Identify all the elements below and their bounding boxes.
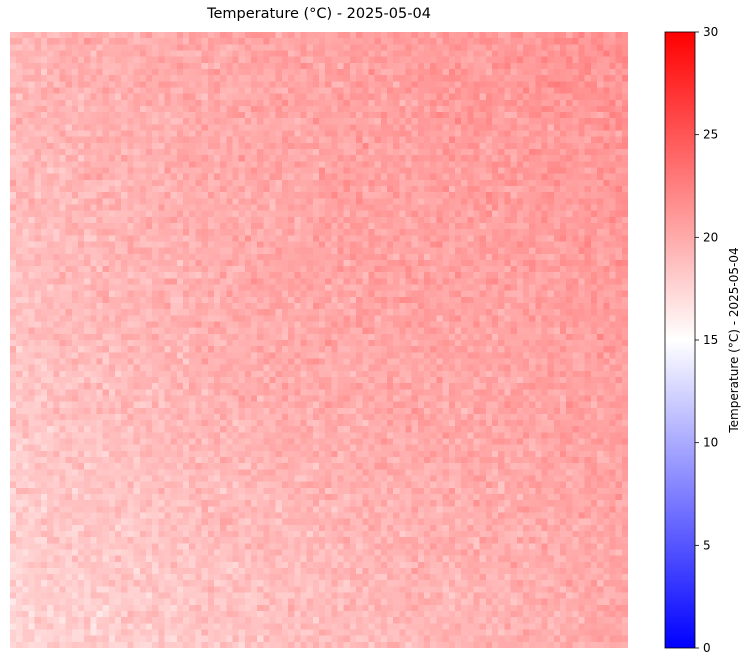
colorbar-ticks: 0 5 10 15 20 25 30 — [695, 25, 718, 655]
colorbar-tick-label: 20 — [703, 230, 718, 244]
colorbar-label: Temperature (°C) - 2025-05-04 — [727, 247, 741, 433]
colorbar-gradient — [664, 31, 696, 649]
colorbar-tick-label: 25 — [703, 128, 718, 142]
heatmap-grid — [10, 32, 628, 648]
chart-title: Temperature (°C) - 2025-05-04 — [207, 6, 431, 22]
colorbar-tick-label: 5 — [703, 538, 711, 552]
colorbar-tick-label: 0 — [703, 641, 711, 655]
colorbar-tick-label: 15 — [703, 333, 718, 347]
colorbar-tick-label: 10 — [703, 436, 718, 450]
colorbar-tick-label: 30 — [703, 25, 718, 39]
